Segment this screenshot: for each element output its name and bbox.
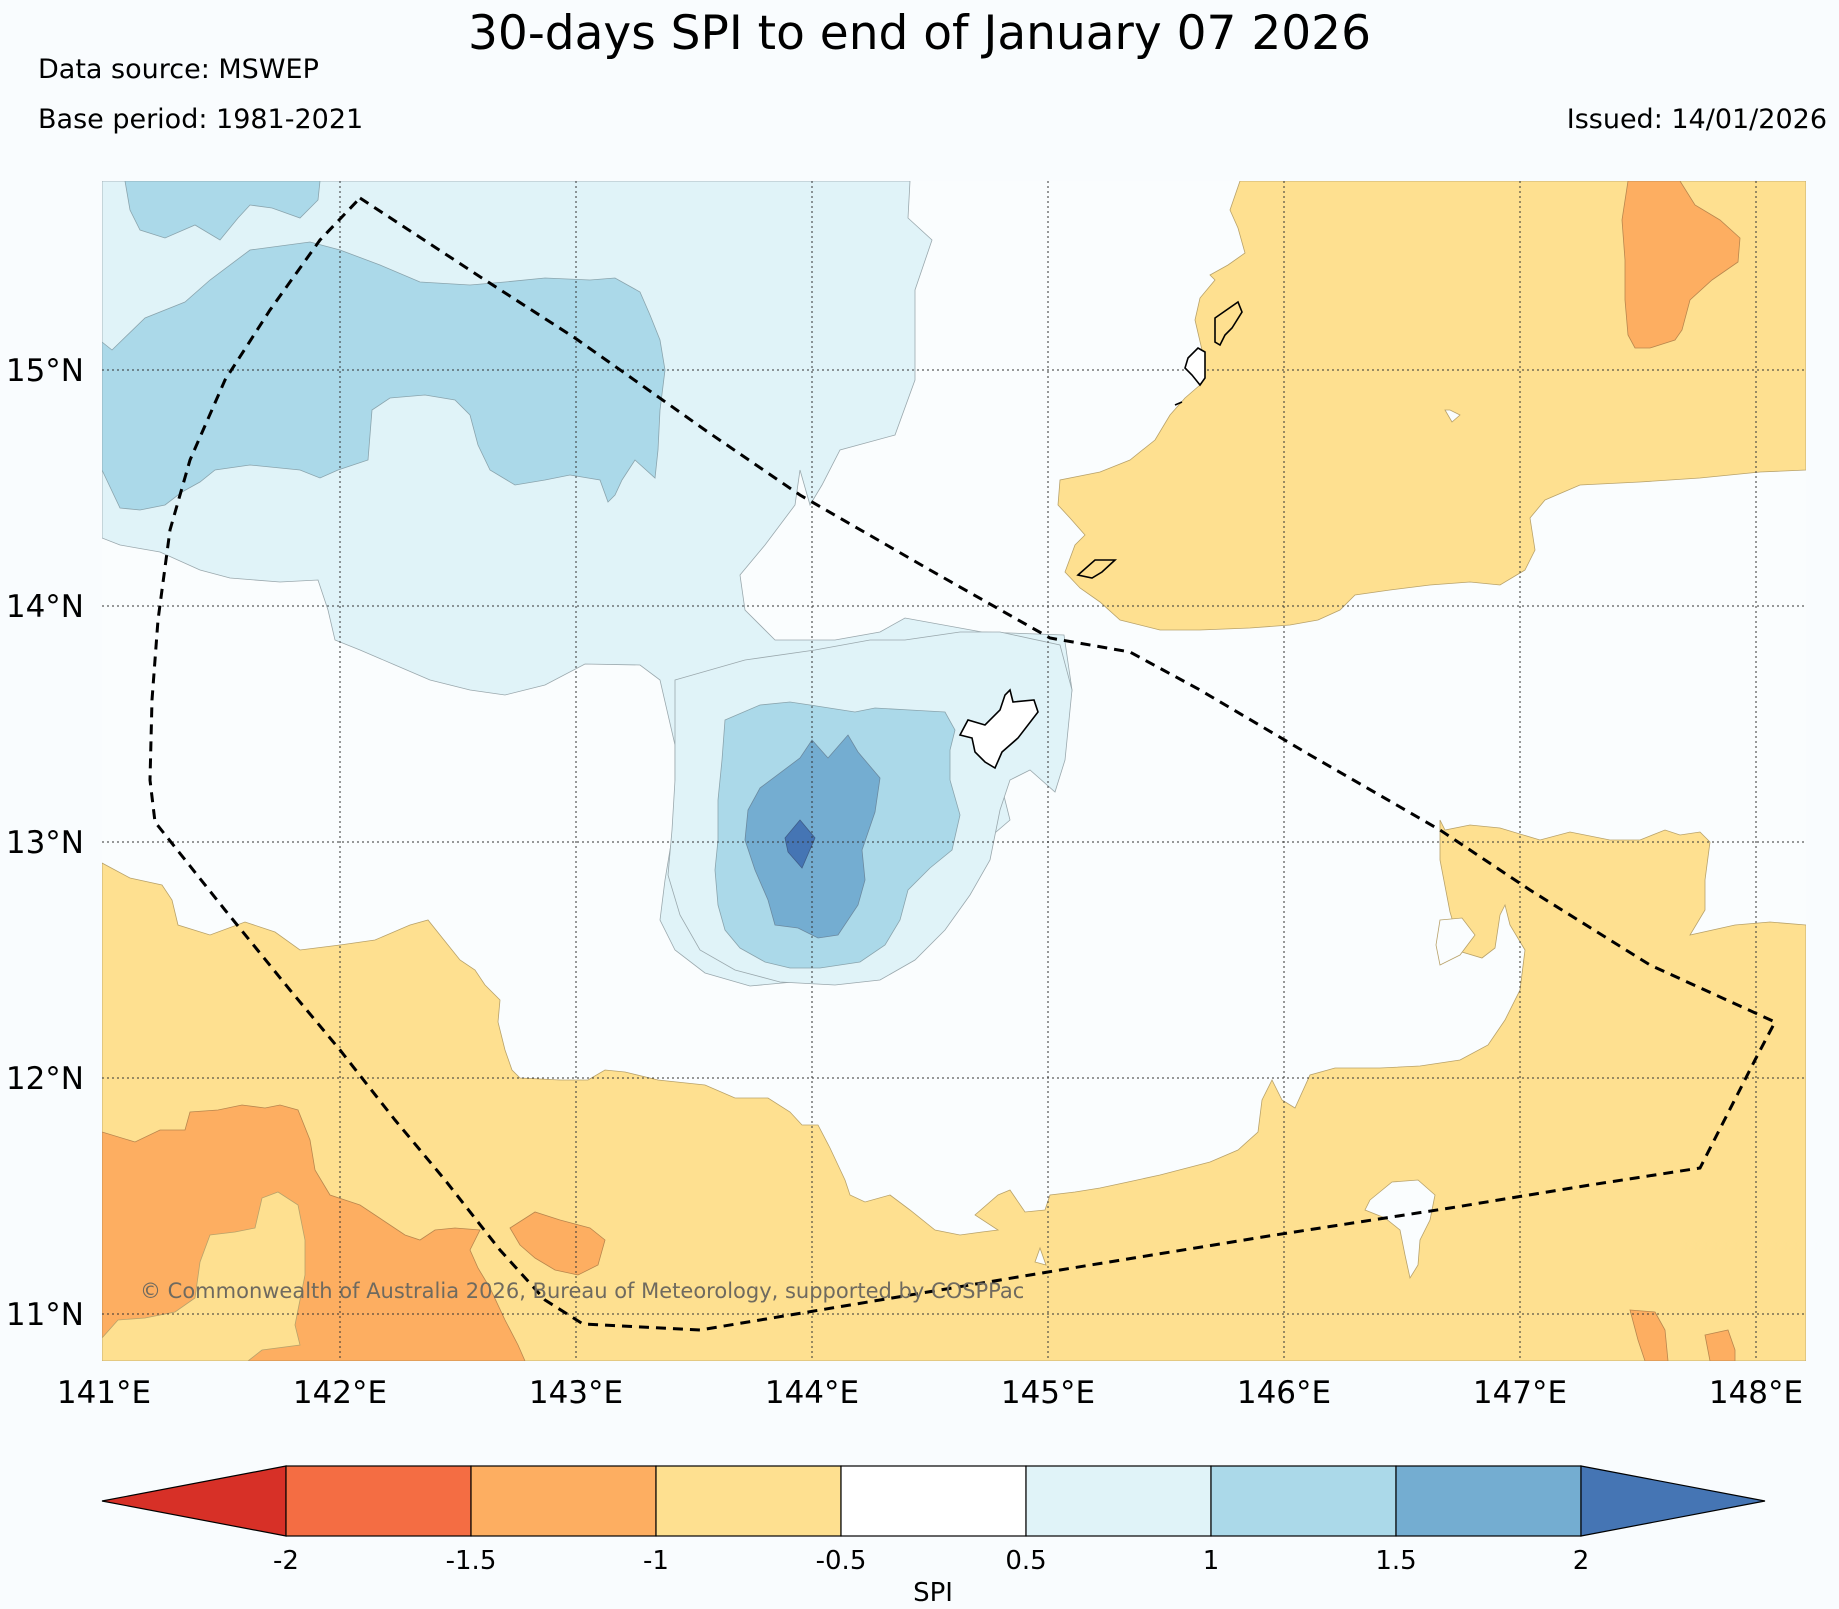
- spi-band-neg1-neg0p5-northeast: [1057, 181, 1806, 631]
- colorbar-tick: -0.5: [816, 1546, 867, 1576]
- lon-label-142E: 142°E: [293, 1375, 387, 1411]
- spi-band-neutral-hole-south-c: [1034, 1246, 1047, 1266]
- spi-band-neg1p5-neg1-blob-c: [1704, 1329, 1736, 1361]
- spi-band-neg1p5-neg1-blob-a: [509, 1211, 606, 1276]
- data-source-label: Data source: MSWEP: [38, 54, 319, 85]
- colorbar-extend-low: [101, 1465, 287, 1537]
- colorbar-tick: 0.5: [1005, 1546, 1046, 1576]
- map-title: 30-days SPI to end of January 07 2026: [468, 6, 1371, 61]
- island-rota: [1076, 559, 1118, 579]
- colorbar-extend-high: [1580, 1465, 1766, 1537]
- spi-band-neutral-hole-south-a: [1435, 917, 1476, 966]
- map-panel: © Commonwealth of Australia 2026, Bureau…: [102, 181, 1806, 1361]
- lat-label-15N: 15°N: [6, 353, 84, 389]
- colorbar-tick: 1: [1203, 1546, 1220, 1576]
- spi-band-neutral-hole-northeast: [1444, 409, 1461, 423]
- colorbar-tick: -1: [643, 1546, 669, 1576]
- colorbar-segment-neg1-neg0p5: [655, 1465, 842, 1537]
- spi-band-neg1-neg0p5-inner-southwest: [102, 1191, 306, 1361]
- lon-label-143E: 143°E: [529, 1375, 623, 1411]
- colorbar-tick: 2: [1573, 1546, 1590, 1576]
- spi-band-above-2-center: [784, 819, 816, 869]
- spi-band-1-1p5-northwest: [102, 241, 666, 511]
- colorbar-segment-neg1p5-neg1: [470, 1465, 657, 1537]
- colorbar-tick: 1.5: [1375, 1546, 1416, 1576]
- colorbar-tick: -2: [273, 1546, 299, 1576]
- island-guam: [958, 688, 1039, 770]
- base-period-label: Base period: 1981-2021: [38, 104, 364, 135]
- latitude-labels: 15°N 14°N 13°N 12°N 11°N: [6, 353, 84, 1333]
- lon-label-145E: 145°E: [1001, 1375, 1095, 1411]
- colorbar-label: SPI: [913, 1578, 953, 1608]
- graticule: [102, 181, 1806, 1361]
- lon-label-141E: 141°E: [57, 1375, 151, 1411]
- lat-label-14N: 14°N: [6, 589, 84, 625]
- lon-label-148E: 148°E: [1709, 1375, 1803, 1411]
- colorbar-segment-neg2-neg1p5: [285, 1465, 472, 1537]
- longitude-labels: 141°E 142°E 143°E 144°E 145°E 146°E 147°…: [57, 1375, 1803, 1411]
- issued-date-label: Issued: 14/01/2026: [1566, 104, 1827, 135]
- lat-label-11N: 11°N: [6, 1297, 84, 1333]
- lat-label-12N: 12°N: [6, 1061, 84, 1097]
- lon-label-147E: 147°E: [1473, 1375, 1567, 1411]
- copyright-notice: © Commonwealth of Australia 2026, Bureau…: [140, 1279, 1024, 1303]
- spi-colorbar: -2 -1.5 -1 -0.5 0.5 1 1.5 2 SPI: [101, 1465, 1766, 1608]
- spi-band-1-1p5-edge-strip: [124, 181, 321, 241]
- colorbar-segment-neg0p5-0p5: [840, 1465, 1027, 1537]
- island-saipan: [1214, 300, 1243, 347]
- spi-band-neg1p5-neg1-blob-b: [1629, 1309, 1669, 1361]
- colorbar-segment-1-1p5: [1210, 1465, 1397, 1537]
- lon-label-144E: 144°E: [765, 1375, 859, 1411]
- colorbar-segment-1p5-2: [1395, 1465, 1582, 1537]
- eez-boundary: [148, 196, 1778, 1332]
- colorbar-segment-0p5-1: [1025, 1465, 1212, 1537]
- lon-label-146E: 146°E: [1237, 1375, 1331, 1411]
- colorbar-tick: -1.5: [446, 1546, 497, 1576]
- lat-label-13N: 13°N: [6, 825, 84, 861]
- spi-band-neg1p5-neg1-northeast: [1621, 181, 1741, 349]
- island-aguijan: [1174, 401, 1183, 406]
- island-tinian: [1184, 347, 1206, 387]
